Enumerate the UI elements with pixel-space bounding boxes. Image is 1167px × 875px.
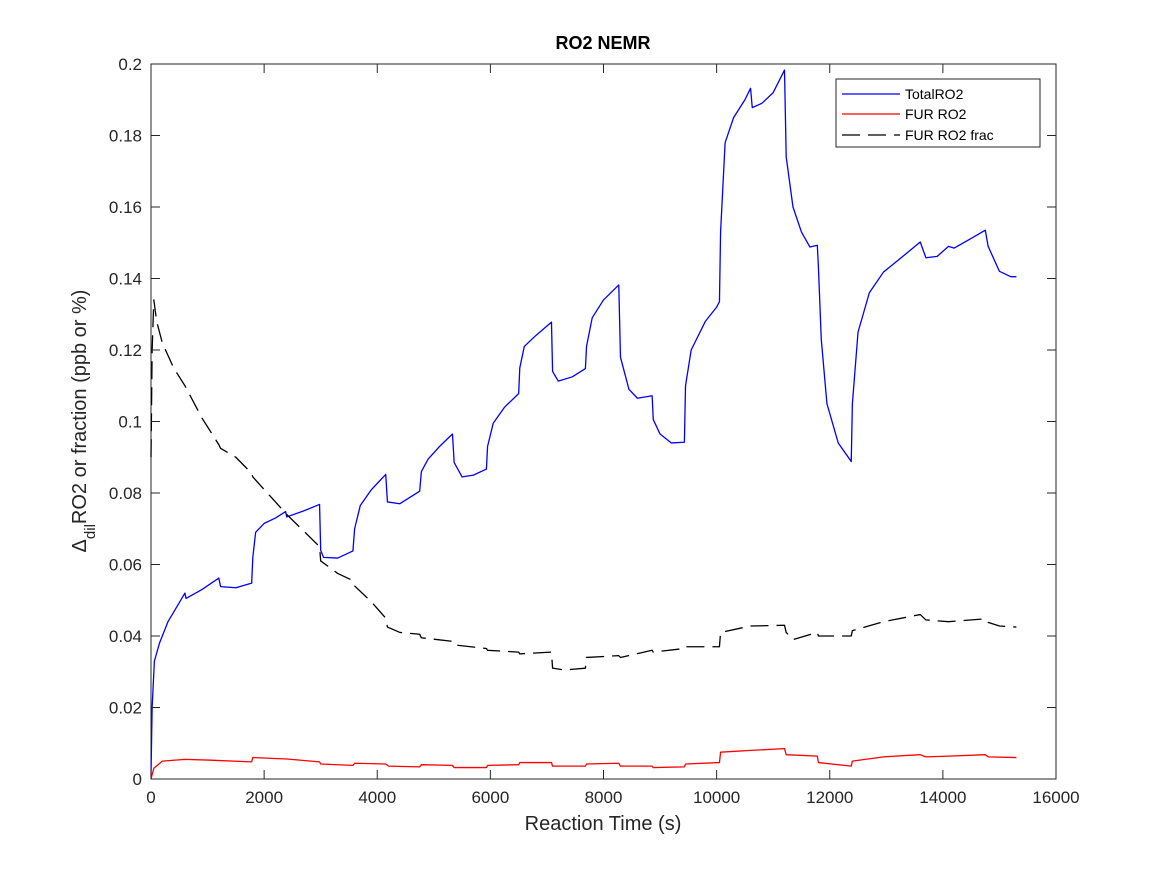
ticks-layer	[150, 63, 1057, 780]
y-tick-label: 0.18	[109, 127, 142, 146]
plot-area	[150, 63, 1057, 780]
series-line-totalro2	[150, 69, 1017, 776]
y-tick-label: 0.1	[118, 413, 142, 432]
chart-title: RO2 NEMR	[555, 33, 650, 53]
y-tick-label: 0.16	[109, 198, 142, 217]
y-axis-title-suffix: RO2 or fraction (ppb or %)	[69, 290, 91, 525]
x-tick-label: 8000	[585, 788, 623, 807]
x-tick-label: 14000	[919, 788, 966, 807]
x-axis-title: Reaction Time (s)	[525, 813, 682, 835]
y-tick-labels: 0 0.02 0.04 0.06 0.08 0.1 0.12 0.14 0.16 0.18 0.2	[109, 55, 142, 789]
series-layer	[150, 69, 1017, 780]
x-tick-label: 4000	[358, 788, 396, 807]
y-axis-title-subscript: dil	[82, 524, 99, 539]
legend-label-fur-ro2-frac: FUR RO2 frac	[905, 127, 994, 143]
y-tick-label: 0.06	[109, 556, 142, 575]
x-tick-label: 12000	[806, 788, 853, 807]
y-tick-label: 0.2	[118, 55, 142, 74]
y-tick-label: 0.12	[109, 341, 142, 360]
x-tick-labels: 0 2000 4000 6000 8000 10000 12000 14000 16000	[146, 788, 1079, 807]
x-tick-label: 6000	[471, 788, 509, 807]
legend-label-totalro2: TotalRO2	[905, 86, 964, 102]
y-tick-label: 0.02	[109, 699, 142, 718]
series-line-fur-ro2-frac	[150, 299, 1017, 671]
x-tick-label: 0	[146, 788, 155, 807]
x-tick-label: 16000	[1032, 788, 1079, 807]
y-axis-title: ΔdilRO2 or fraction (ppb or %)	[69, 290, 99, 553]
y-tick-label: 0.04	[109, 627, 142, 646]
y-tick-label: 0	[133, 770, 142, 789]
legend: TotalRO2 FUR RO2 FUR RO2 frac	[835, 78, 1041, 148]
legend-box	[835, 78, 1041, 148]
legend-label-fur-ro2: FUR RO2	[905, 106, 967, 122]
plot-box	[150, 63, 1057, 780]
x-tick-label: 10000	[693, 788, 740, 807]
series-line-fur-ro2	[150, 747, 1017, 780]
y-tick-label: 0.14	[109, 270, 142, 289]
y-tick-label: 0.08	[109, 484, 142, 503]
x-tick-label: 2000	[245, 788, 283, 807]
y-axis-title-prefix: Δ	[69, 539, 91, 552]
